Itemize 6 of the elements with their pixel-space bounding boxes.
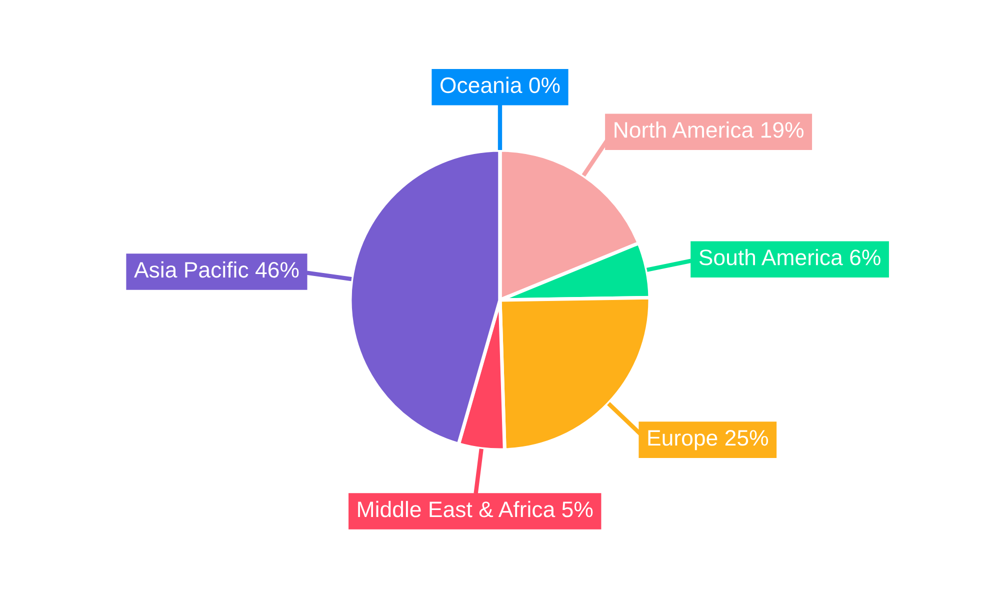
slice-label: South America 6% <box>699 248 880 266</box>
category-label: Oceania 0% <box>440 76 560 94</box>
slice-label: Europe 25% <box>648 430 768 450</box>
slice-label: Asia Pacific 46% <box>134 261 299 278</box>
slice-label: North America 19% <box>614 121 804 138</box>
slice-label: Middle East & Africa 5% <box>358 500 593 518</box>
